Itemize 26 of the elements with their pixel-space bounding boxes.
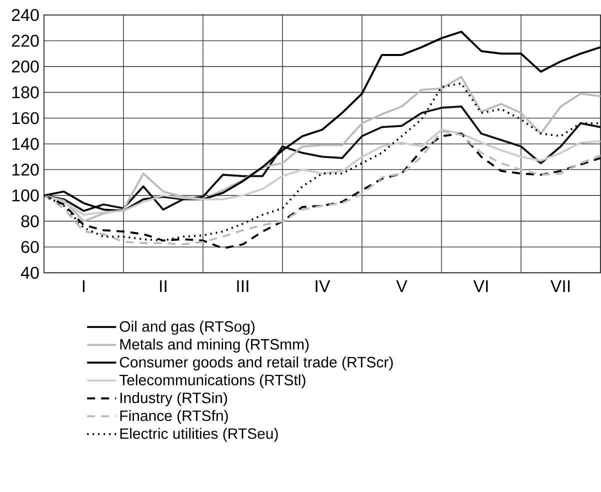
legend-label: Industry (RTSin): [120, 392, 228, 406]
y-tick-label: 200: [12, 60, 39, 73]
legend-label: Metals and mining (RTSmm): [120, 338, 309, 353]
x-tick-label: III: [237, 280, 248, 292]
y-tick-label: 40: [20, 266, 39, 279]
y-tick-label: 240: [12, 9, 39, 22]
legend-label: Oil and gas (RTSog): [120, 320, 255, 335]
y-tick-label: 60: [21, 241, 39, 254]
x-tick-label: IV: [316, 280, 330, 292]
legend-label: Telecommunications (RTStl): [119, 374, 306, 389]
y-tick-label: 220: [12, 34, 39, 47]
y-tick-label: 180: [12, 86, 39, 99]
y-tick-label: 140: [12, 138, 39, 150]
y-tick-label: 160: [12, 112, 39, 124]
y-tick-label: 100: [12, 190, 39, 202]
y-tick-label: 120: [12, 164, 39, 176]
x-tick-label: VII: [550, 280, 570, 292]
x-tick-label: II: [160, 280, 166, 292]
line-series: [44, 128, 600, 216]
x-tick-label: VI: [473, 280, 488, 292]
legend-label: Finance (RTSfn): [120, 410, 228, 424]
legend-label: Electric utilities (RTSeu): [120, 428, 278, 442]
x-tick-label: V: [396, 280, 408, 292]
legend-label: Consumer goods and retail trade (RTScr): [120, 356, 393, 371]
y-tick-label: 80: [21, 215, 39, 228]
x-tick-label: I: [82, 280, 85, 292]
